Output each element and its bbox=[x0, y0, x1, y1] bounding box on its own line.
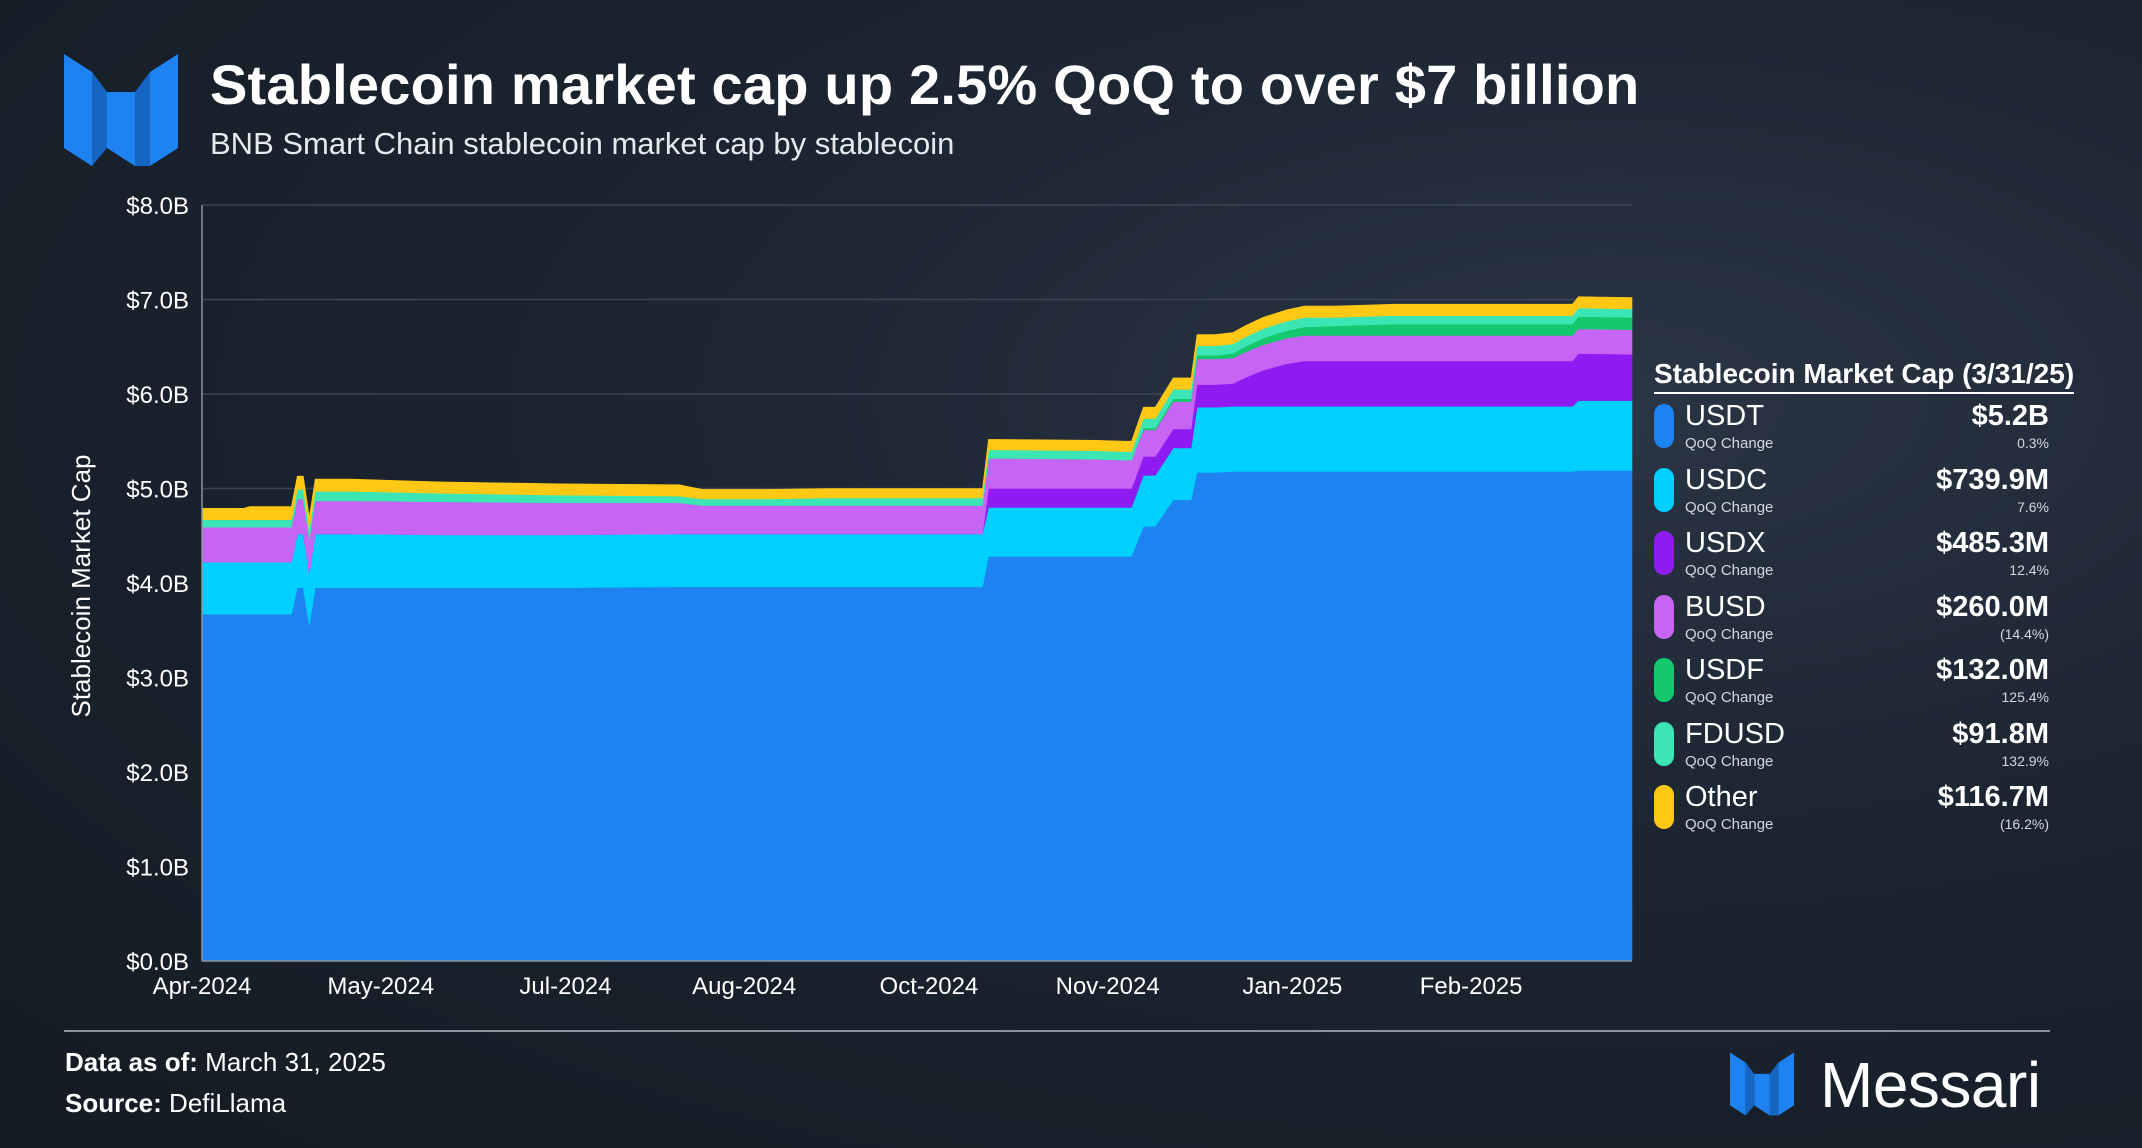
legend-value: $739.9M bbox=[1936, 463, 2049, 496]
y-tick-label: $6.0B bbox=[126, 382, 189, 409]
legend-change: 132.9% bbox=[2001, 752, 2049, 769]
legend-name: BUSD bbox=[1685, 590, 1766, 623]
legend-name: USDX bbox=[1685, 527, 1766, 559]
source-value: DefiLlama bbox=[169, 1088, 287, 1118]
legend-sub: QoQ Change bbox=[1685, 816, 1774, 833]
x-tick-label: Jan-2025 bbox=[1242, 973, 1342, 1000]
legend-value: $132.0M bbox=[1936, 654, 2049, 686]
legend-value: $91.8M bbox=[1952, 717, 2049, 750]
legend-sub: QoQ Change bbox=[1685, 689, 1774, 706]
y-axis-label: Stablecoin Market Cap bbox=[66, 454, 96, 717]
x-tick-label: Aug-2024 bbox=[692, 973, 796, 1000]
legend-item-usdf: USDF QoQ Change $132.0M 125.4% bbox=[1654, 648, 2074, 712]
data-source: Source: DefiLlama bbox=[65, 1088, 286, 1119]
legend-sub: QoQ Change bbox=[1685, 498, 1774, 516]
legend: Stablecoin Market Cap (3/31/25) USDT QoQ … bbox=[1654, 358, 2074, 839]
y-tick-label: $2.0B bbox=[126, 760, 189, 787]
legend-item-usdx: USDX QoQ Change $485.3M 12.4% bbox=[1654, 521, 2074, 585]
page-title: Stablecoin market cap up 2.5% QoQ to ove… bbox=[210, 53, 1640, 116]
legend-change: (16.2%) bbox=[1999, 816, 2049, 832]
legend-swatch bbox=[1654, 531, 1674, 575]
y-tick-label: $0.0B bbox=[126, 949, 189, 976]
legend-swatch bbox=[1654, 721, 1674, 766]
area-other bbox=[201, 296, 1633, 530]
legend-name: USDT bbox=[1685, 400, 1764, 432]
legend-swatch bbox=[1654, 658, 1674, 702]
y-tick-label: $8.0B bbox=[126, 193, 189, 220]
legend-change: 12.4% bbox=[2009, 562, 2049, 578]
y-tick-label: $7.0B bbox=[126, 288, 189, 315]
data-date-value: March 31, 2025 bbox=[205, 1047, 386, 1077]
legend-item-other: Other QoQ Change $116.7M (16.2%) bbox=[1654, 775, 2074, 839]
legend-swatch bbox=[1654, 594, 1674, 639]
legend-name: FDUSD bbox=[1685, 717, 1785, 750]
area-series bbox=[201, 296, 1633, 962]
y-tick-label: $5.0B bbox=[126, 477, 189, 504]
legend-item-usdt: USDT QoQ Change $5.2B 0.3% bbox=[1654, 394, 2074, 458]
legend-sub: QoQ Change bbox=[1685, 625, 1774, 643]
legend-item-busd: BUSD QoQ Change $260.0M (14.4%) bbox=[1654, 585, 2074, 649]
legend-swatch bbox=[1654, 404, 1674, 448]
legend-swatch bbox=[1654, 467, 1674, 512]
data-date: Data as of: March 31, 2025 bbox=[65, 1047, 386, 1078]
source-label: Source: bbox=[65, 1088, 162, 1118]
y-tick-label: $1.0B bbox=[126, 855, 189, 882]
messari-mark-icon bbox=[1730, 1052, 1794, 1116]
y-tick-label: $4.0B bbox=[126, 571, 189, 598]
legend-change: 125.4% bbox=[2001, 689, 2049, 705]
axes: $0.0B $1.0B $2.0B $3.0B $4.0B $5.0B $6.0B $7.0B… bbox=[126, 193, 1632, 1000]
legend-change: 7.6% bbox=[2017, 498, 2049, 515]
x-tick-label: Jul-2024 bbox=[519, 973, 611, 1000]
x-tick-label: May-2024 bbox=[327, 973, 434, 1000]
legend-name: USDF bbox=[1685, 654, 1764, 686]
legend-value: $485.3M bbox=[1936, 527, 2049, 559]
x-tick-label: Oct-2024 bbox=[880, 973, 979, 1000]
legend-item-usdc: USDC QoQ Change $739.9M 7.6% bbox=[1654, 458, 2074, 522]
x-tick-label: Apr-2024 bbox=[153, 973, 252, 1000]
data-date-label: Data as of: bbox=[65, 1047, 198, 1077]
legend-sub: QoQ Change bbox=[1685, 752, 1774, 770]
legend-item-fdusd: FDUSD QoQ Change $91.8M 132.9% bbox=[1654, 712, 2074, 776]
x-tick-label: Feb-2025 bbox=[1420, 973, 1523, 1000]
y-tick-label: $3.0B bbox=[126, 666, 189, 693]
x-tick-label: Nov-2024 bbox=[1056, 973, 1160, 1000]
legend-value: $260.0M bbox=[1936, 590, 2049, 623]
footer-divider bbox=[64, 1030, 2050, 1032]
legend-value: $5.2B bbox=[1971, 400, 2049, 432]
page-subtitle: BNB Smart Chain stablecoin market cap by… bbox=[210, 126, 955, 161]
legend-value: $116.7M bbox=[1937, 781, 2049, 813]
legend-sub: QoQ Change bbox=[1685, 562, 1774, 579]
legend-sub: QoQ Change bbox=[1685, 435, 1774, 452]
legend-title: Stablecoin Market Cap (3/31/25) bbox=[1654, 358, 2074, 394]
legend-items: USDT QoQ Change $5.2B 0.3% USDC QoQ Change $73… bbox=[1654, 394, 2074, 839]
legend-change: (14.4%) bbox=[1999, 625, 2049, 642]
messari-logo-icon bbox=[64, 54, 178, 166]
brand-name: Messari bbox=[1820, 1049, 2041, 1121]
legend-change: 0.3% bbox=[2017, 435, 2049, 451]
legend-name: Other bbox=[1685, 781, 1758, 813]
legend-name: USDC bbox=[1685, 463, 1768, 496]
legend-swatch bbox=[1654, 785, 1674, 829]
brand-logo: Messari bbox=[1730, 1048, 2060, 1121]
